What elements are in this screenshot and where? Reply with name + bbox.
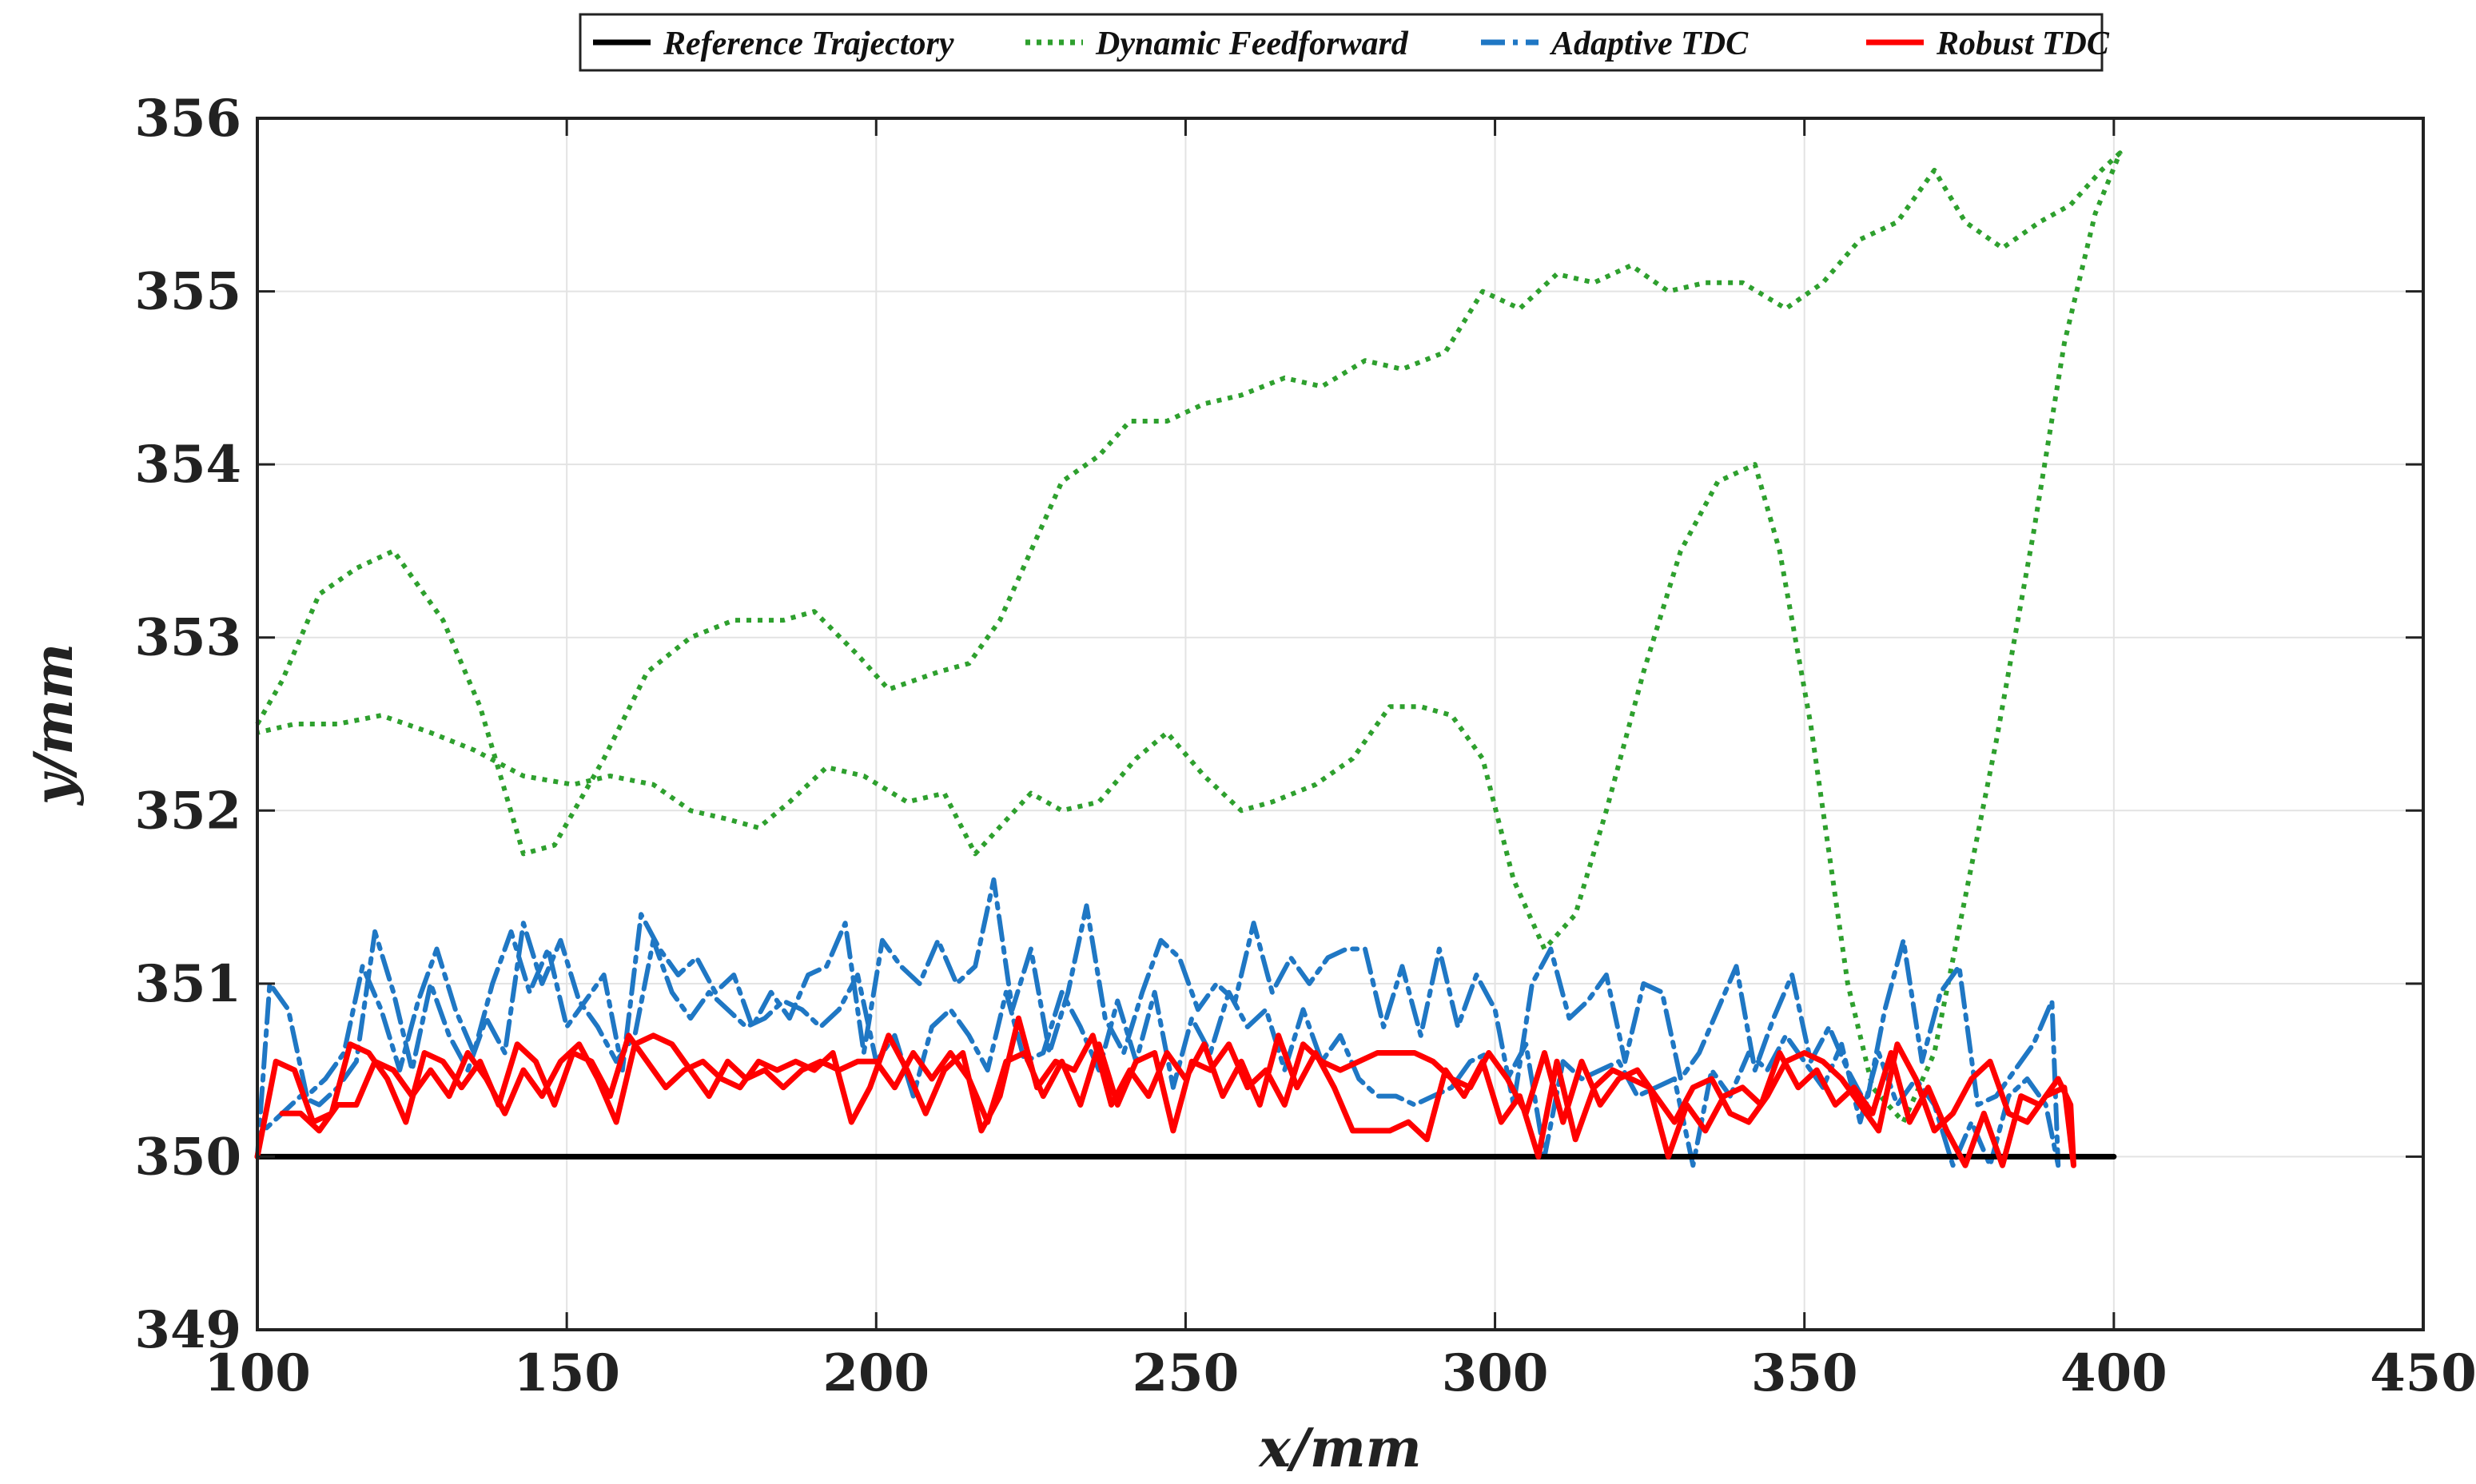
y-tick-label: 355 [134,262,241,322]
x-tick-label: 200 [822,1343,929,1403]
y-tick-label: 352 [134,781,241,841]
legend-label-adaptive-tdc: Adaptive TDC [1549,26,1749,62]
y-axis-label: y/mm [22,643,85,806]
series-line-dynamic-feedforward [255,150,2123,1125]
y-tick-label: 353 [134,608,241,668]
legend-label-robust-tdc: Robust TDC [1936,26,2110,62]
x-tick-label: 250 [1133,1343,1240,1403]
x-tick-labels: 100 150 200 250 300 350 400 450 [204,1343,2476,1403]
legend-label-dynamic-feedforward: Dynamic Feedforward [1095,26,1409,62]
x-tick-label: 300 [1442,1343,1549,1403]
series-line-robust-tdc [254,1015,2076,1168]
y-tick-label: 350 [134,1127,241,1187]
x-tick-label: 450 [2370,1343,2476,1403]
x-axis-label: x/mm [1257,1417,1421,1479]
y-tick-labels: 349 350 351 352 353 354 355 356 [134,89,241,1360]
legend: Reference Trajectory Dynamic Feedforward A… [579,13,2110,72]
x-tick-label: 400 [2060,1343,2167,1403]
plot-frame [256,117,2425,1331]
series-layer [254,150,2123,1168]
y-tick-label: 349 [134,1300,241,1360]
legend-box [579,13,2104,72]
y-tick-label: 356 [134,89,241,149]
y-tick-label: 354 [134,435,241,495]
y-tick-label: 351 [134,954,241,1014]
x-tick-label: 150 [513,1343,620,1403]
legend-label-reference-trajectory: Reference Trajectory [663,26,954,62]
tick-marks [256,117,2425,1331]
x-tick-label: 350 [1751,1343,1858,1403]
x-tick-label: 100 [204,1343,311,1403]
